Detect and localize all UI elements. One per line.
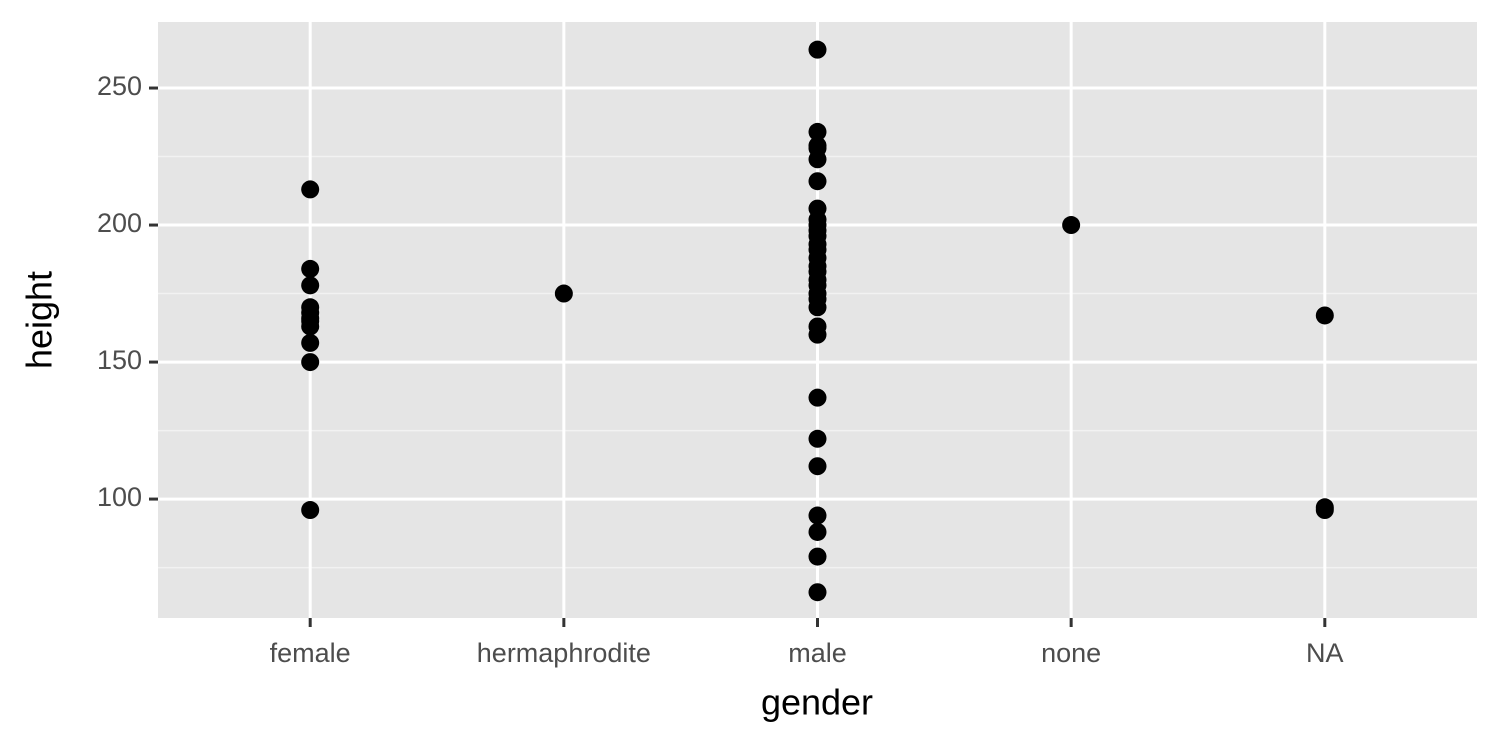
point xyxy=(808,122,827,141)
point xyxy=(808,150,827,169)
point xyxy=(808,298,827,317)
y-tick-label: 250 xyxy=(97,71,142,101)
point xyxy=(1315,501,1334,520)
point xyxy=(808,583,827,602)
point xyxy=(1315,306,1334,325)
point xyxy=(301,501,320,520)
y-axis-title: height xyxy=(19,271,60,369)
y-tick-label: 200 xyxy=(97,208,142,238)
point xyxy=(301,259,320,278)
x-tick-label: NA xyxy=(1306,638,1344,668)
point xyxy=(808,429,827,448)
x-tick-label: none xyxy=(1041,638,1101,668)
x-axis-title: gender xyxy=(761,682,873,723)
x-tick-label: male xyxy=(788,638,847,668)
point xyxy=(301,317,320,336)
point xyxy=(808,388,827,407)
point xyxy=(301,353,320,372)
point xyxy=(301,333,320,352)
point xyxy=(808,40,827,59)
x-tick-label: hermaphrodite xyxy=(477,638,651,668)
point xyxy=(554,284,573,303)
y-tick-label: 150 xyxy=(97,345,142,375)
x-tick-label: female xyxy=(270,638,351,668)
point xyxy=(808,522,827,541)
point xyxy=(808,506,827,525)
y-tick-label: 100 xyxy=(97,482,142,512)
point xyxy=(808,172,827,191)
point xyxy=(808,547,827,566)
point xyxy=(808,325,827,344)
point xyxy=(301,276,320,295)
point xyxy=(808,457,827,476)
point xyxy=(1062,216,1081,235)
point xyxy=(301,180,320,199)
